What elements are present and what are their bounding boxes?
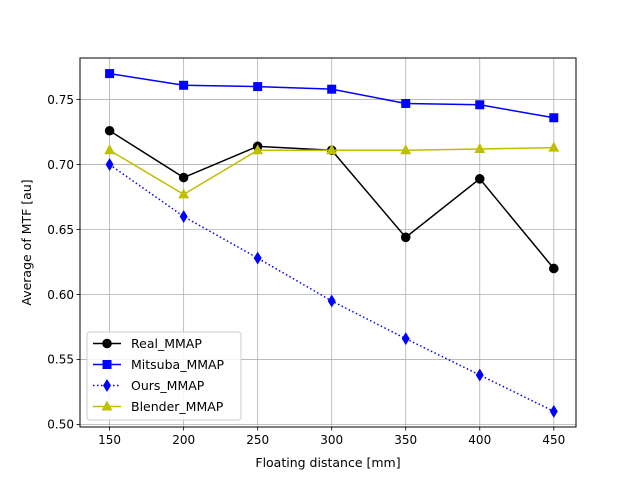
x-tick-label: 200 bbox=[172, 433, 195, 447]
data-point bbox=[326, 144, 338, 155]
data-point bbox=[252, 144, 264, 155]
y-tick-label: 0.60 bbox=[47, 288, 74, 302]
data-point bbox=[474, 174, 485, 184]
x-tick-label: 150 bbox=[98, 433, 121, 447]
data-point bbox=[179, 80, 189, 90]
data-point bbox=[104, 125, 115, 136]
data-point bbox=[475, 368, 484, 382]
x-tick-label: 250 bbox=[246, 433, 269, 447]
series-layer bbox=[104, 69, 560, 418]
x-tick-label: 300 bbox=[320, 433, 343, 447]
data-point bbox=[327, 84, 337, 94]
data-point bbox=[475, 100, 485, 110]
data-point bbox=[474, 142, 486, 153]
legend-item: Ours_MMAP bbox=[93, 378, 205, 393]
legend: Real_MMAP Mitsuba_MMAP Ours_MMAP Blender_MM… bbox=[86, 331, 242, 421]
data-point bbox=[253, 82, 263, 92]
legend-item: Blender_MMAP bbox=[93, 399, 224, 414]
legend-label: Ours_MMAP bbox=[131, 378, 205, 393]
legend-marker bbox=[102, 360, 112, 369]
legend-item: Real_MMAP bbox=[93, 336, 202, 351]
data-point bbox=[400, 232, 411, 243]
series-ours-mmap bbox=[105, 158, 558, 418]
data-point bbox=[105, 158, 114, 171]
y-tick-label: 0.50 bbox=[47, 418, 74, 432]
data-point bbox=[549, 404, 558, 418]
data-point bbox=[549, 113, 559, 123]
y-tick-label: 0.70 bbox=[47, 158, 74, 172]
y-tick-label: 0.75 bbox=[47, 93, 74, 107]
data-point bbox=[178, 188, 190, 199]
data-point bbox=[400, 144, 412, 155]
plot-frame bbox=[79, 57, 577, 428]
legend-label: Mitsuba_MMAP bbox=[131, 357, 225, 372]
data-point bbox=[178, 172, 189, 183]
data-point bbox=[327, 294, 336, 308]
y-tick-label: 0.55 bbox=[47, 353, 74, 367]
legend-marker bbox=[102, 338, 112, 349]
legend-box bbox=[86, 331, 242, 421]
data-point bbox=[548, 263, 559, 274]
y-tick-label: 0.65 bbox=[47, 223, 74, 237]
legend-marker bbox=[103, 379, 111, 392]
x-tick-label: 400 bbox=[468, 433, 491, 447]
legend-item: Mitsuba_MMAP bbox=[93, 357, 225, 372]
x-tick-label: 450 bbox=[542, 433, 565, 447]
data-point bbox=[401, 332, 410, 346]
data-point bbox=[179, 210, 188, 223]
data-point bbox=[548, 141, 560, 152]
series-blender-mmap bbox=[104, 141, 560, 199]
data-point bbox=[105, 69, 115, 79]
y-axis-label: Average of MTF [au] bbox=[19, 179, 34, 305]
x-axis-label: Floating distance [mm] bbox=[255, 455, 400, 470]
data-point bbox=[104, 144, 116, 155]
axis-ticks: 150 200 250 300 350 400 450 0.50 0.55 0.60 0.65 0.7… bbox=[47, 93, 565, 447]
series-mitsuba-mmap bbox=[105, 69, 559, 123]
legend-label: Real_MMAP bbox=[131, 336, 202, 351]
x-tick-label: 350 bbox=[394, 433, 417, 447]
legend-marker bbox=[101, 400, 113, 411]
data-point bbox=[401, 98, 411, 108]
legend-label: Blender_MMAP bbox=[131, 399, 224, 414]
data-point bbox=[253, 251, 262, 265]
